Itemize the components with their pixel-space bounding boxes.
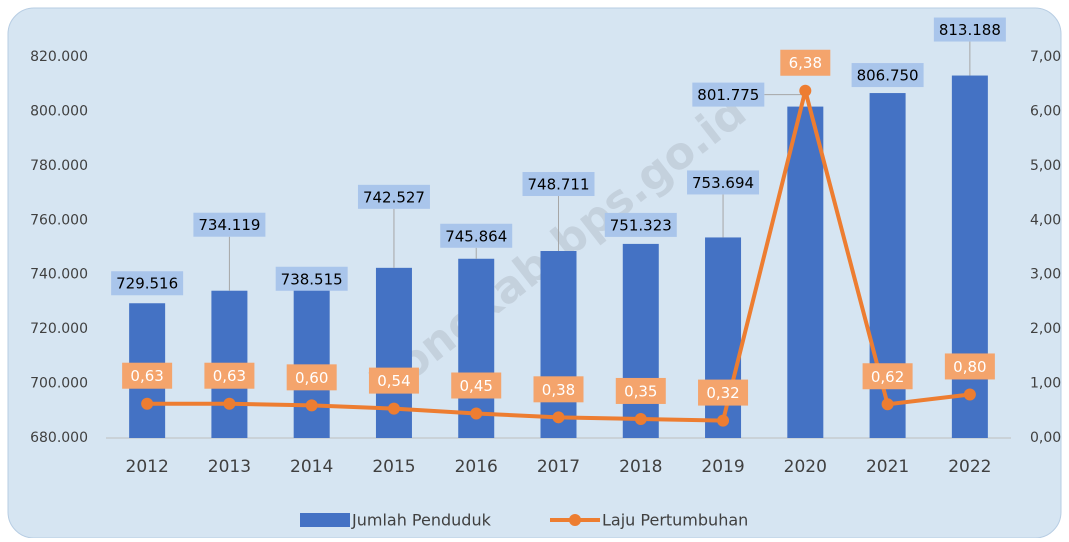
bar: [705, 237, 742, 438]
y-tick-label: 800.000: [30, 103, 88, 119]
bar: [293, 278, 330, 438]
line-marker: [799, 84, 812, 97]
y2-tick-label: 4,00: [1030, 212, 1061, 228]
data-label-box: [933, 17, 1006, 42]
data-label: 0,45: [460, 377, 493, 395]
x-tick-label: 2015: [372, 457, 415, 477]
line-marker: [552, 411, 565, 424]
x-tick-label: 2021: [866, 457, 909, 477]
data-label-box: [692, 82, 765, 107]
y2-tick-label: 7,00: [1030, 49, 1061, 65]
y-tick-label: 760.000: [30, 212, 88, 228]
data-label: 753.694: [692, 174, 754, 192]
y2-tick-label: 5,00: [1030, 158, 1061, 174]
y2-tick-label: 6,00: [1030, 103, 1061, 119]
x-tick-label: 2012: [126, 457, 169, 477]
data-label-box: [687, 170, 760, 195]
data-label: 738.515: [281, 270, 343, 288]
line-marker: [387, 402, 400, 415]
line-marker: [881, 398, 894, 411]
data-label: 0,32: [706, 384, 739, 402]
data-label-box: [368, 367, 419, 394]
legend-label: Laju Pertumbuhan: [602, 511, 748, 530]
data-label-box: [522, 172, 595, 197]
data-label: 742.527: [363, 188, 425, 206]
data-label-box: [286, 364, 337, 391]
data-label: 813.188: [939, 21, 1001, 39]
data-label-box: [275, 266, 348, 291]
x-tick-label: 2019: [701, 457, 744, 477]
y-tick-label: 700.000: [30, 376, 88, 392]
x-tick-label: 2018: [619, 457, 662, 477]
data-label-box: [604, 212, 677, 237]
y-tick-label: 780.000: [30, 158, 88, 174]
data-label: 0,54: [377, 372, 410, 390]
data-label-box: [533, 376, 584, 403]
data-label: 0,62: [871, 368, 904, 386]
line-marker: [305, 399, 318, 412]
data-label: 0,38: [542, 381, 575, 399]
data-label-box: [851, 63, 924, 88]
y2-tick-label: 3,00: [1030, 267, 1061, 283]
data-label-box: [357, 184, 430, 209]
data-label: 0,35: [624, 382, 657, 400]
line-marker: [223, 397, 236, 410]
data-label-box: [111, 271, 184, 296]
data-label-box: [440, 223, 513, 248]
y2-tick-label: 0,00: [1030, 430, 1061, 446]
line-marker: [717, 414, 730, 427]
y-tick-label: 740.000: [30, 267, 88, 283]
data-label-box: [204, 362, 255, 389]
data-label: 729.516: [116, 275, 178, 293]
x-tick-label: 2017: [537, 457, 580, 477]
line-marker: [470, 407, 483, 420]
bar: [787, 106, 824, 439]
data-label: 806.750: [857, 67, 919, 85]
data-label: 0,80: [953, 358, 986, 376]
y-tick-label: 680.000: [30, 430, 88, 446]
x-tick-label: 2014: [290, 457, 333, 477]
x-tick-label: 2022: [948, 457, 991, 477]
data-label: 0,60: [295, 369, 328, 387]
data-label: 801.775: [697, 86, 759, 104]
x-tick-label: 2013: [208, 457, 251, 477]
data-label: 0,63: [213, 367, 246, 385]
data-label-box: [122, 362, 173, 389]
data-label: 745.864: [445, 227, 507, 245]
data-label-box: [862, 363, 913, 390]
y-tick-label: 720.000: [30, 321, 88, 337]
data-label: 0,63: [130, 367, 163, 385]
line-marker: [963, 388, 976, 401]
line-marker: [141, 397, 154, 410]
line-marker: [634, 412, 647, 425]
legend-swatch: [300, 513, 350, 527]
data-label-box: [193, 212, 266, 237]
x-tick-label: 2020: [784, 457, 827, 477]
bar: [622, 243, 659, 438]
legend-label: Jumlah Penduduk: [351, 511, 492, 530]
data-label-box: [944, 353, 995, 380]
bar: [951, 75, 988, 439]
y2-tick-label: 2,00: [1030, 321, 1061, 337]
legend-swatch: [569, 514, 581, 526]
y2-tick-label: 1,00: [1030, 376, 1061, 392]
x-tick-label: 2016: [455, 457, 498, 477]
data-label: 748.711: [527, 176, 589, 194]
data-label-box: [698, 379, 749, 406]
data-label: 734.119: [198, 216, 260, 234]
data-label-box: [780, 49, 831, 76]
data-label: 751.323: [610, 216, 672, 234]
bar: [540, 251, 577, 438]
data-label-box: [451, 372, 502, 399]
y-tick-label: 820.000: [30, 49, 88, 65]
data-label: 6,38: [789, 54, 822, 72]
data-label-box: [615, 377, 666, 404]
